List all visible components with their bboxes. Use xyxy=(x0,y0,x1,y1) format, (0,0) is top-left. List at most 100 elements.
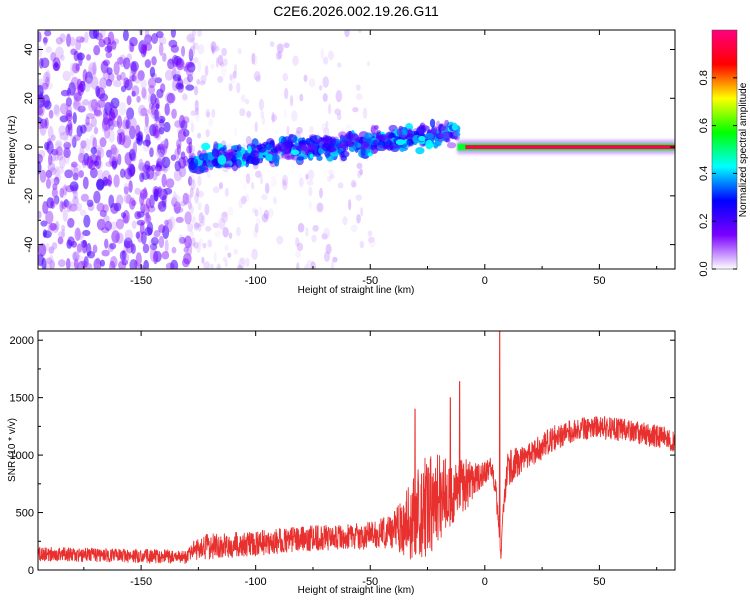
heatmap-cell xyxy=(199,238,203,246)
heatmap-cell xyxy=(124,229,133,242)
heatmap-cell xyxy=(96,178,105,191)
heatmap-cell xyxy=(396,128,403,136)
heatmap-cell xyxy=(129,197,136,210)
heatmap-cell xyxy=(55,46,64,59)
heatmap-cell xyxy=(370,125,378,136)
snr-background xyxy=(38,331,675,570)
heatmap-cell xyxy=(90,98,98,112)
heatmap-cell xyxy=(144,160,151,171)
heatmap-cell xyxy=(140,197,146,211)
heatmap-cell xyxy=(335,89,343,101)
heatmap-cell xyxy=(107,31,115,45)
heatmap-cell xyxy=(413,130,420,136)
heatmap-cell xyxy=(109,260,116,269)
heatmap-cell xyxy=(83,152,90,166)
heatmap-cell xyxy=(271,111,275,124)
heatmap-cell xyxy=(288,133,294,139)
heatmap-cell xyxy=(117,56,124,65)
heatmap-cell xyxy=(48,246,55,254)
heatmap-cell xyxy=(210,41,215,52)
heatmap-cell xyxy=(352,107,359,113)
heatmap-cell xyxy=(310,261,317,269)
heatmap-cell xyxy=(85,113,95,120)
heatmap-cell xyxy=(110,255,118,268)
heatmap-cell xyxy=(297,145,303,151)
heatmap-cell xyxy=(155,149,165,157)
heatmap-cell xyxy=(289,95,294,107)
heatmap-cell xyxy=(137,161,147,171)
heatmap-cell xyxy=(213,251,217,263)
heatmap-cell xyxy=(87,99,96,112)
heatmap-cell xyxy=(78,232,84,241)
heatmap-cell xyxy=(150,236,159,246)
heatmap-cell xyxy=(284,87,289,100)
heatmap-cell xyxy=(84,77,94,88)
heatmap-cell xyxy=(145,133,151,148)
heatmap-cell xyxy=(131,200,137,207)
heatmap-cell xyxy=(79,240,84,253)
heatmap-cell xyxy=(157,143,166,157)
heatmap-cell xyxy=(148,84,155,95)
heatmap-cell xyxy=(395,139,406,146)
heatmap-cell xyxy=(77,105,86,113)
heatmap-cell xyxy=(128,180,133,193)
heatmap-cell xyxy=(135,124,141,138)
heatmap-cell xyxy=(93,258,102,269)
heatmap-cell xyxy=(194,158,199,168)
heatmap-cell xyxy=(115,218,125,230)
heatmap-cell xyxy=(83,214,91,228)
heatmap-cell xyxy=(38,153,43,164)
heatmap-cell xyxy=(271,114,278,122)
heatmap-cell xyxy=(253,70,261,81)
heatmap-cell xyxy=(228,232,233,239)
heatmap-cell xyxy=(224,244,230,252)
heatmap-cell xyxy=(233,127,238,138)
heatmap-cell xyxy=(431,125,437,136)
heatmap-cell xyxy=(149,66,156,78)
heatmap-cell xyxy=(335,90,343,103)
heatmap-cell xyxy=(45,76,50,88)
heatmap-cell xyxy=(309,125,314,134)
heatmap-cell xyxy=(419,122,425,128)
heatmap-cell xyxy=(157,149,162,162)
heatmap-cell xyxy=(180,151,186,160)
heatmap-cell xyxy=(340,150,350,158)
heatmap-cell xyxy=(425,139,434,150)
heatmap-cell xyxy=(270,175,278,188)
heatmap-cell xyxy=(255,145,260,154)
heatmap-cell xyxy=(221,211,229,218)
heatmap-cell xyxy=(59,131,69,141)
heatmap-cell xyxy=(171,194,181,205)
heatmap-cell xyxy=(325,243,332,255)
heatmap-cell xyxy=(107,117,114,127)
heatmap-cell xyxy=(282,72,289,82)
heatmap-cell xyxy=(93,44,101,56)
heatmap-cell xyxy=(296,242,304,252)
heatmap-cell xyxy=(321,233,328,240)
heatmap-cell xyxy=(130,243,136,255)
heatmap-cell xyxy=(70,62,75,77)
heatmap-cell xyxy=(189,205,194,214)
heatmap-cell xyxy=(119,250,126,261)
heatmap-cell xyxy=(138,158,144,170)
heatmap-cell xyxy=(251,207,257,214)
heatmap-cell xyxy=(66,33,72,47)
heatmap-cell xyxy=(217,154,227,165)
heatmap-cell xyxy=(212,222,219,229)
heatmap-cell xyxy=(244,194,250,203)
heatmap-cell xyxy=(251,248,258,261)
heatmap-cell xyxy=(110,106,119,119)
y-tick-label: 1000 xyxy=(10,450,34,462)
heatmap-cell xyxy=(171,246,177,254)
heatmap-cell xyxy=(89,134,96,147)
heatmap-cell xyxy=(406,138,414,146)
heatmap-cell xyxy=(136,95,141,103)
heatmap-cell xyxy=(152,250,159,265)
heatmap-cell xyxy=(256,217,261,226)
heatmap-cell xyxy=(295,237,300,247)
heatmap-cell xyxy=(222,226,229,238)
heatmap-cell xyxy=(143,88,148,101)
heatmap-cell xyxy=(77,83,85,96)
heatmap-cell xyxy=(149,248,158,263)
heatmap-cell xyxy=(200,74,207,84)
